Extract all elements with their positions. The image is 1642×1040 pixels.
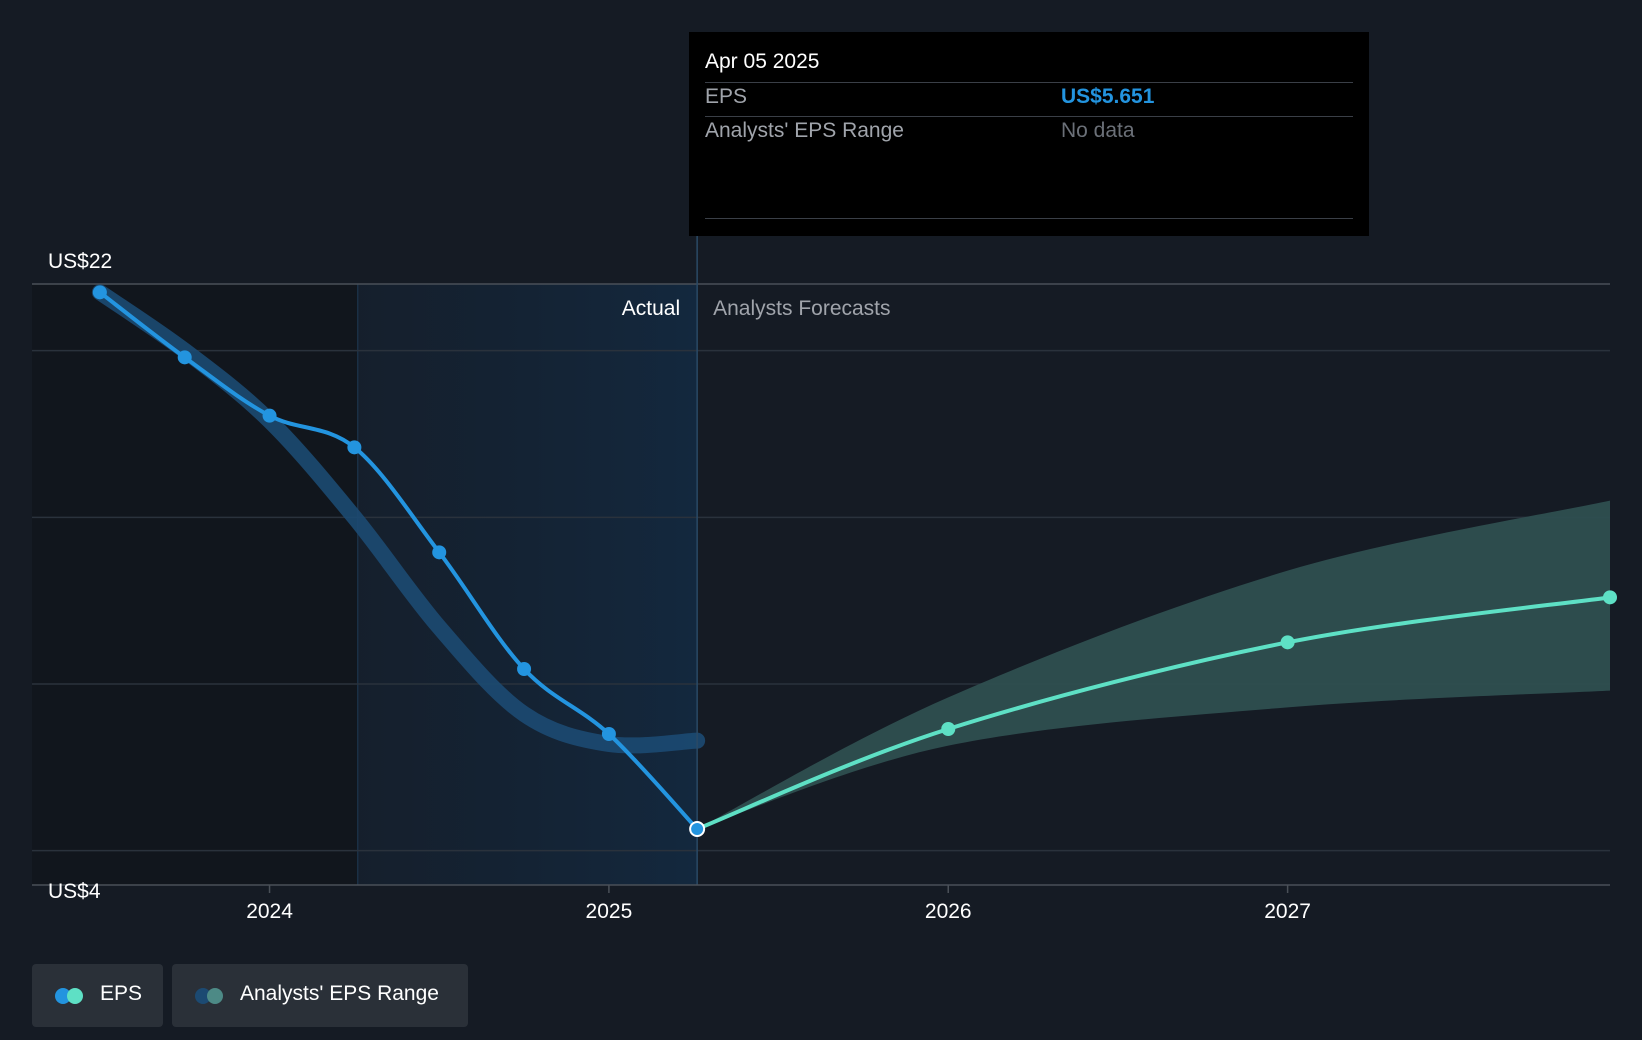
range-dot-icon — [207, 988, 223, 1004]
tooltip-divider — [705, 218, 1353, 219]
x-tick-label: 2024 — [246, 900, 293, 923]
eps-actual-point[interactable] — [432, 545, 447, 560]
y-axis-label: US$22 — [48, 250, 112, 273]
tooltip-range-value: No data — [1061, 119, 1135, 142]
actual-region-label: Actual — [622, 297, 680, 320]
tooltip-eps-value: US$5.651 — [1061, 85, 1155, 108]
hover-tooltip: Apr 05 2025 EPS US$5.651 Analysts' EPS R… — [689, 32, 1369, 236]
x-tick-label: 2025 — [586, 900, 633, 923]
tooltip-divider — [705, 82, 1353, 83]
legend-eps-label: EPS — [100, 982, 143, 1005]
forecast-region-label: Analysts Forecasts — [713, 297, 890, 320]
eps-actual-point[interactable] — [177, 350, 192, 365]
axis-labels: US$22 US$4 2024 2025 2026 2027 Actual Analysts … — [48, 250, 1311, 923]
legend-range-button[interactable]: Analysts' EPS Range — [172, 964, 468, 1027]
eps-actual-point[interactable] — [601, 727, 616, 741]
eps-actual-point[interactable] — [92, 285, 107, 300]
eps-actual-point[interactable] — [689, 821, 706, 837]
eps-forecast-point[interactable] — [941, 722, 956, 736]
tooltip-date: Apr 05 2025 — [705, 50, 820, 73]
analysts-eps-range-band — [697, 500, 1610, 829]
tooltip-eps-label: EPS — [705, 85, 748, 108]
eps-forecast-line — [696, 595, 1611, 831]
y-axis-label: US$4 — [48, 880, 101, 903]
eps-dot-icon — [67, 988, 83, 1004]
analysts-eps-range-historical-line — [91, 284, 706, 754]
legend-range-label: Analysts' EPS Range — [240, 982, 439, 1005]
past-period-shade — [32, 284, 358, 885]
x-tick-label: 2026 — [925, 900, 972, 923]
eps-actual-point[interactable] — [517, 662, 532, 676]
eps-forecast-point[interactable] — [1280, 635, 1295, 650]
x-tick-label: 2027 — [1264, 900, 1311, 923]
eps-forecast-point[interactable] — [1603, 590, 1617, 605]
legend-eps-button[interactable]: EPS — [32, 964, 163, 1027]
eps-actual-point[interactable] — [347, 440, 362, 455]
tooltip-range-label: Analysts' EPS Range — [705, 119, 904, 142]
data-point-markers — [92, 285, 1617, 837]
tooltip-divider — [705, 116, 1353, 117]
eps-actual-point[interactable] — [262, 408, 277, 423]
